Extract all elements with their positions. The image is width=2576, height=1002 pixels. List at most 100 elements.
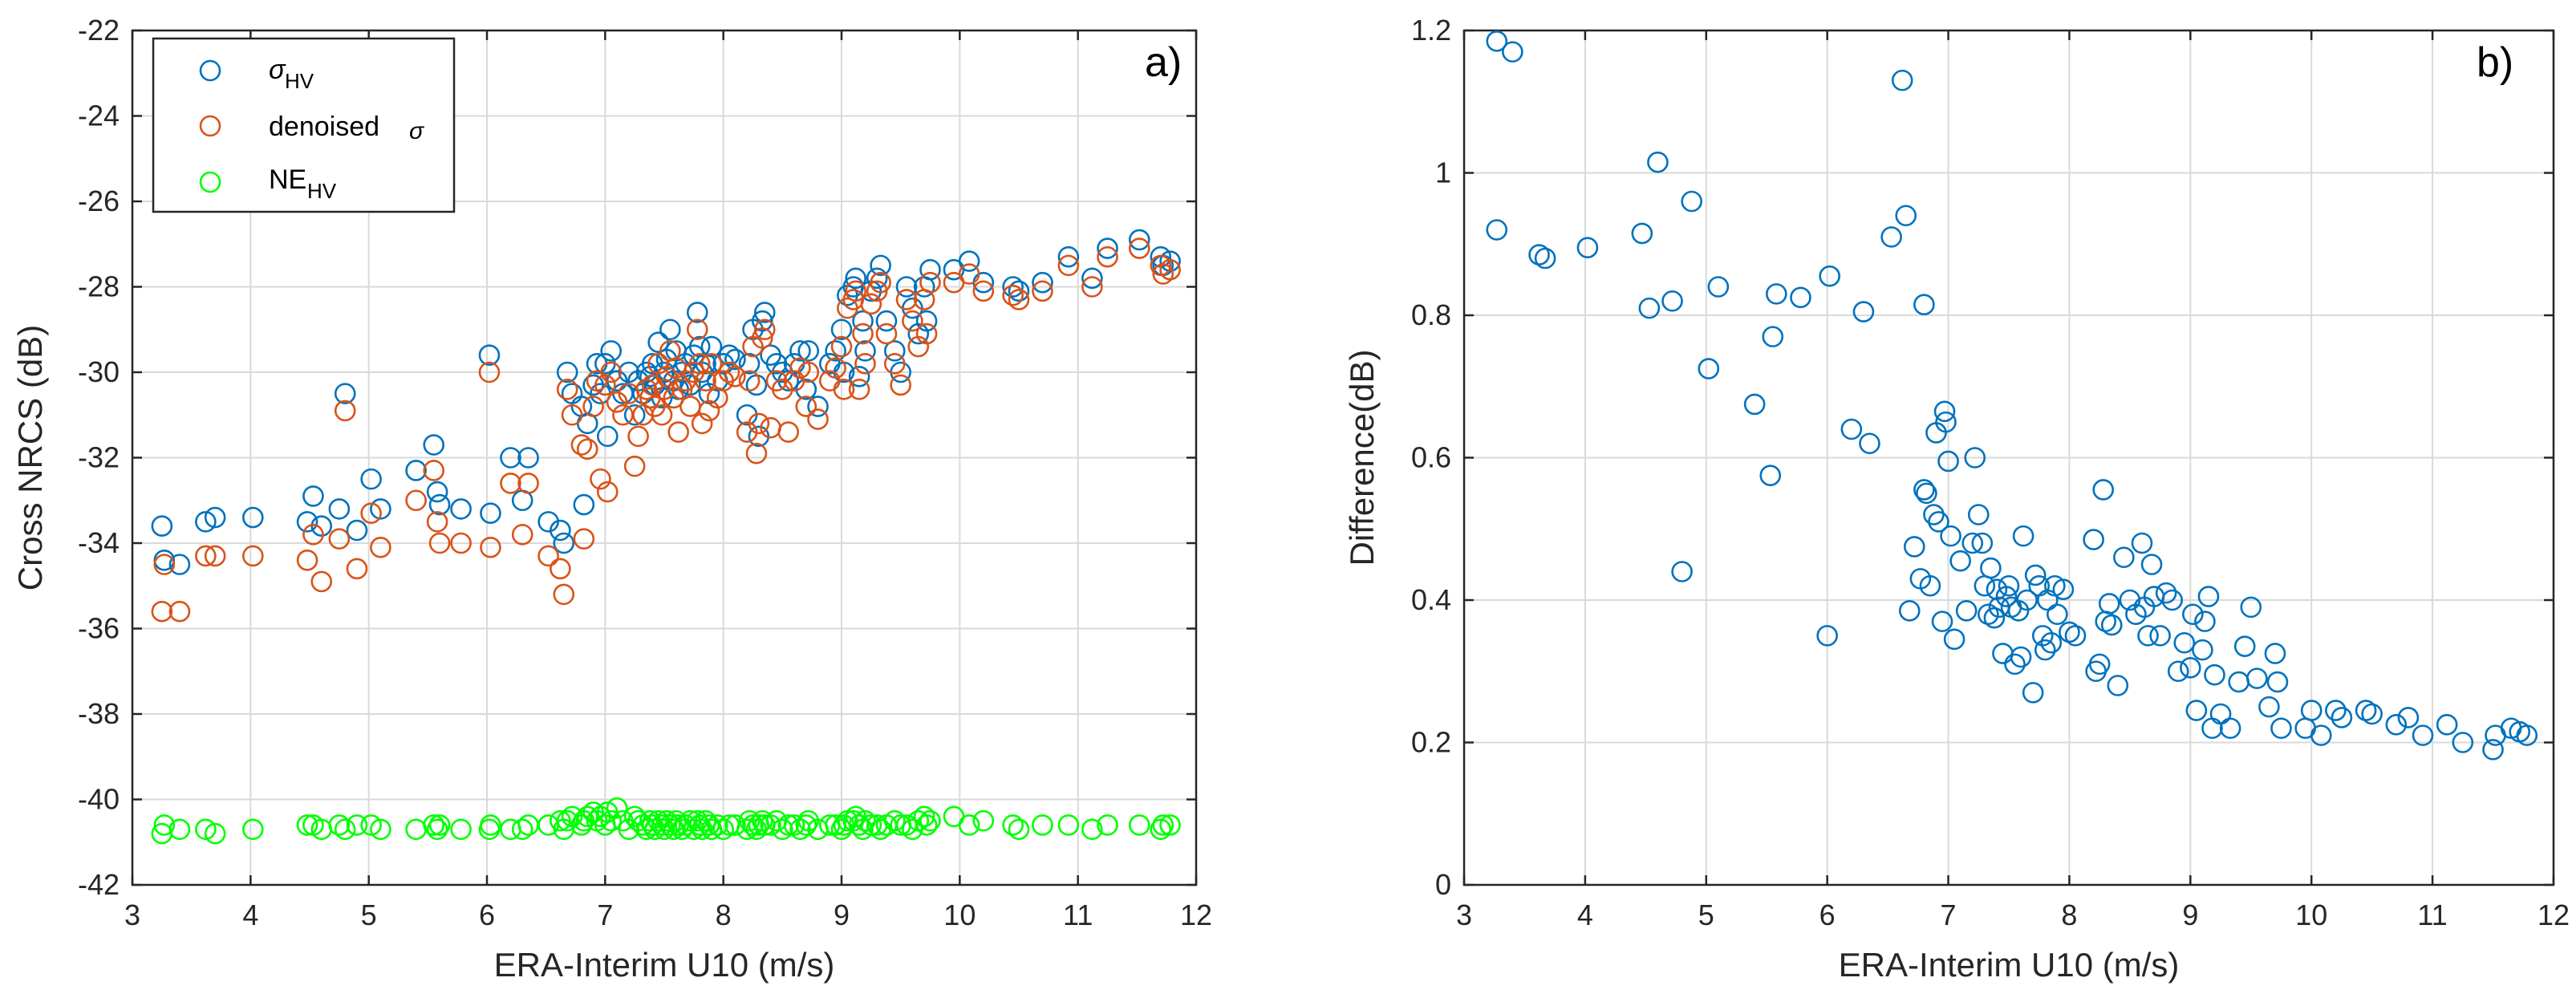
data-point (428, 814, 451, 836)
data-point (1759, 464, 1782, 486)
data-point (168, 600, 191, 623)
x-tick-label: 6 (1819, 899, 1836, 931)
data-point (517, 447, 539, 469)
data-point (556, 378, 578, 400)
x-tick-label: 4 (242, 899, 258, 931)
x-tick-label: 12 (1180, 899, 1212, 931)
data-point (2233, 635, 2256, 657)
data-point (168, 818, 191, 841)
data-point (1631, 222, 1653, 245)
panel-label: a) (1145, 39, 1182, 86)
data-point (2100, 614, 2123, 636)
data-point (1002, 814, 1024, 836)
data-point (2436, 714, 2458, 736)
data-point (168, 554, 191, 575)
x-tick-label: 7 (597, 899, 613, 931)
x-tick-label: 6 (479, 899, 495, 931)
data-point (751, 310, 773, 332)
data-point (1128, 814, 1150, 836)
data-point (2059, 621, 2080, 643)
data-point (2155, 582, 2177, 604)
x-tick-label: 3 (1456, 899, 1472, 931)
data-point (1913, 479, 1935, 501)
data-point (1904, 536, 1925, 558)
data-point (1128, 237, 1150, 259)
data-point (2246, 667, 2268, 689)
data-point (2022, 682, 2044, 704)
data-point (706, 814, 728, 836)
data-point (500, 473, 521, 494)
data-point (450, 818, 472, 841)
data-point (845, 280, 866, 302)
data-point (600, 340, 623, 362)
data-point (1576, 237, 1599, 258)
data-point (2131, 532, 2153, 554)
data-point (2007, 600, 2030, 622)
legend-label-main: denoised (269, 112, 379, 142)
data-point (2012, 525, 2034, 547)
data-point (854, 340, 876, 362)
data-point (151, 600, 173, 623)
legend-marker (199, 171, 221, 193)
data-point (1940, 525, 1961, 547)
data-point (204, 822, 226, 845)
data-point (1916, 482, 1937, 505)
data-point (553, 583, 575, 606)
data-point (1486, 219, 1508, 241)
data-point (1852, 301, 1875, 323)
data-point (1859, 432, 1880, 455)
data-point (760, 814, 781, 836)
x-tick-label: 11 (2417, 899, 2447, 931)
data-point (895, 289, 918, 310)
data-point (1898, 600, 1921, 622)
data-point (195, 511, 217, 533)
data-point (1661, 290, 1683, 312)
data-point (830, 335, 853, 358)
data-point (712, 818, 734, 841)
data-point (2452, 732, 2474, 753)
data-point (915, 814, 938, 836)
data-point (854, 353, 876, 375)
data-point (2140, 554, 2163, 575)
data-point (1008, 280, 1030, 302)
data-point (517, 473, 539, 494)
data-point (1937, 450, 1959, 473)
data-point (450, 498, 472, 520)
data-point (538, 545, 559, 567)
data-point (1967, 504, 1990, 525)
data-point (795, 396, 817, 417)
data-point (691, 412, 713, 435)
data-point (884, 340, 906, 362)
data-point (807, 408, 829, 430)
data-point (795, 814, 817, 836)
data-point (1762, 326, 1784, 347)
data-point (718, 344, 740, 367)
data-point (596, 425, 619, 448)
y-tick-label: 0.6 (1411, 441, 1451, 474)
x-tick-label: 4 (1577, 899, 1593, 931)
y-tick-label: 1.2 (1411, 14, 1451, 47)
data-point (1638, 297, 1661, 319)
data-point (1816, 625, 1838, 647)
data-point (2264, 643, 2286, 664)
data-point (623, 404, 646, 426)
data-point (1980, 557, 2002, 579)
x-tick-label: 3 (124, 899, 140, 931)
data-point (2516, 724, 2538, 746)
data-point (405, 489, 427, 512)
data-point (2024, 564, 2047, 586)
data-point (659, 814, 681, 836)
data-point (346, 519, 368, 542)
y-tick-label: 0 (1435, 868, 1451, 901)
data-point (895, 276, 918, 298)
data-point (724, 814, 746, 836)
data-point (204, 545, 226, 567)
series-a-2 (151, 797, 1181, 845)
data-point (296, 549, 318, 571)
data-point (2064, 625, 2087, 647)
data-point (2270, 717, 2292, 740)
data-point (1995, 586, 2018, 607)
data-point (915, 310, 938, 332)
data-point (845, 267, 866, 290)
